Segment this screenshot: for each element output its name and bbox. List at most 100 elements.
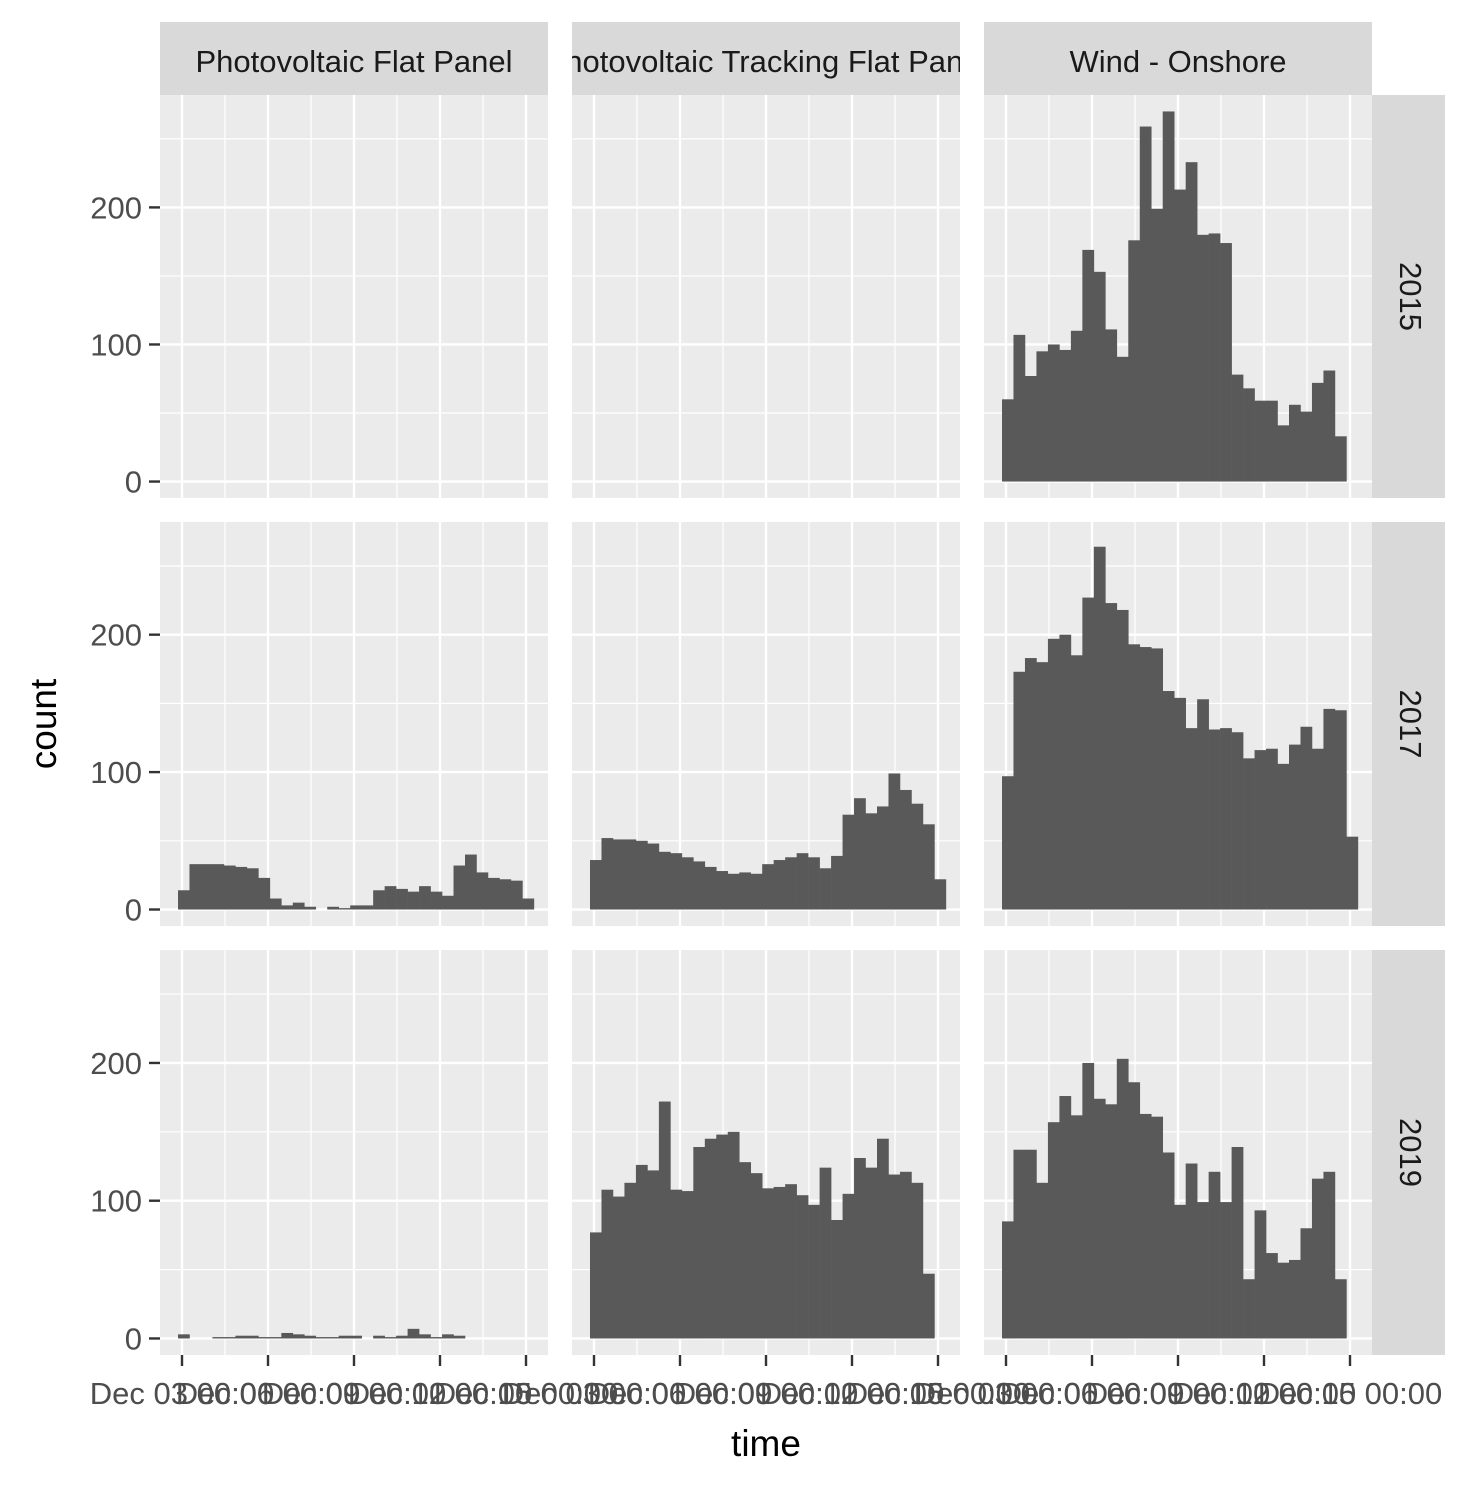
histogram-bar	[739, 1162, 752, 1339]
histogram-bar	[704, 1138, 717, 1339]
histogram-bar	[1323, 1171, 1336, 1339]
column-strip-1	[160, 22, 548, 95]
histogram-bar	[1243, 1279, 1255, 1339]
histogram-bar	[670, 853, 683, 910]
histogram-bar	[842, 814, 855, 910]
histogram-bar	[647, 843, 660, 910]
histogram-bar	[430, 1337, 443, 1339]
histogram-bar	[1174, 189, 1186, 482]
histogram-bar	[1220, 1202, 1232, 1339]
y-axis-title: count	[23, 678, 64, 769]
histogram-bar	[419, 1334, 431, 1339]
histogram-bar	[922, 824, 935, 910]
x-tick-label: Dec 09 00:00	[674, 1376, 858, 1411]
histogram-bar	[624, 839, 637, 910]
histogram-bar	[842, 1193, 855, 1339]
histogram-bar	[1047, 344, 1060, 482]
facet-panels: Photovoltaic Flat Panel Photovoltaic Trac…	[90, 22, 1445, 1411]
histogram-bar	[1162, 1152, 1175, 1339]
histogram-bar	[681, 857, 694, 910]
x-tick-label: Dec 06 00:00	[176, 1376, 360, 1411]
histogram-bar	[773, 1186, 786, 1339]
histogram-bar	[1231, 732, 1244, 910]
histogram-bar	[430, 891, 443, 910]
histogram-bar	[1185, 162, 1198, 482]
histogram-bar	[453, 865, 466, 910]
histogram-bar	[1289, 404, 1301, 482]
histogram-bar	[1254, 1210, 1267, 1339]
row-strip-label: 2015	[1393, 262, 1428, 331]
histogram-bar	[361, 905, 374, 910]
y-tick-label: 200	[90, 190, 142, 225]
histogram-bar	[888, 1174, 901, 1339]
histogram-bar	[384, 1337, 397, 1339]
histogram-bar	[831, 1220, 843, 1339]
histogram-bar	[315, 1337, 328, 1339]
histogram-bar	[1197, 1202, 1209, 1339]
histogram-bar	[681, 1191, 694, 1339]
histogram-bar	[1277, 763, 1290, 910]
histogram-bar	[442, 1334, 454, 1339]
histogram-bar	[796, 853, 809, 910]
histogram-bar	[865, 813, 878, 910]
histogram-bar	[1093, 1098, 1106, 1339]
histogram-bar	[465, 854, 477, 910]
histogram-bar	[762, 864, 774, 910]
histogram-bar	[808, 1204, 820, 1339]
histogram-bar	[612, 1196, 625, 1339]
panel-2015-photovoltaic-tracking-flat-panel	[572, 95, 960, 498]
histogram-bar	[1139, 126, 1152, 482]
histogram-bar	[178, 1334, 190, 1339]
histogram-bar	[1220, 243, 1232, 482]
histogram-bar	[258, 1337, 271, 1339]
histogram-bar	[373, 890, 385, 910]
histogram-bar	[1185, 728, 1198, 910]
histogram-bar	[396, 1335, 408, 1339]
histogram-bar	[1105, 1104, 1118, 1339]
histogram-bar	[1151, 648, 1164, 910]
y-tick-label: 100	[90, 1184, 142, 1219]
histogram-bar	[1208, 233, 1221, 482]
row-strip-2019	[1372, 950, 1445, 1355]
histogram-bar	[212, 864, 225, 910]
histogram-bar	[1036, 662, 1049, 910]
histogram-bar	[1139, 647, 1152, 910]
histogram-bar	[1151, 1116, 1164, 1339]
histogram-bar	[704, 866, 717, 910]
x-tick-label: Dec 03 00:00	[914, 1376, 1098, 1411]
x-tick-label: Dec 03 00:00	[502, 1376, 686, 1411]
histogram-bar	[1059, 349, 1072, 482]
histogram-bar	[693, 861, 706, 910]
row-strip-label: 2019	[1393, 1118, 1428, 1187]
panel-2017-photovoltaic-tracking-flat-panel	[572, 522, 960, 926]
histogram-bar	[1002, 399, 1014, 482]
histogram-bar	[1070, 655, 1083, 910]
histogram-bar	[1162, 111, 1175, 482]
histogram-bar	[407, 891, 420, 910]
histogram-bar	[785, 1184, 797, 1339]
histogram-bar	[258, 877, 271, 910]
histogram-bar	[1300, 1228, 1313, 1339]
histogram-bar	[762, 1188, 774, 1339]
y-tick-label: 0	[125, 1321, 142, 1356]
histogram-bar	[178, 890, 190, 910]
histogram-bar	[1334, 710, 1347, 910]
x-tick-label: Dec 06 00:00	[588, 1376, 772, 1411]
histogram-bar	[1047, 638, 1060, 910]
histogram-bar	[1197, 699, 1209, 910]
column-strip-3	[984, 22, 1372, 95]
x-tick-label: Dec 03 00:00	[90, 1376, 274, 1411]
histogram-bar	[292, 1334, 305, 1339]
histogram-bar	[899, 1171, 912, 1339]
y-tick-label: 200	[90, 1046, 142, 1081]
histogram-bar	[716, 1134, 729, 1339]
histogram-bar	[899, 789, 912, 910]
x-tick-label: Dec 12 00:00	[760, 1376, 944, 1411]
histogram-bar	[1036, 351, 1049, 482]
histogram-bar	[1323, 708, 1336, 910]
histogram-bar	[200, 864, 213, 910]
x-tick-label: Dec 15 00:00	[846, 1376, 1030, 1411]
histogram-bar	[327, 906, 340, 910]
histogram-bar	[854, 1158, 866, 1339]
